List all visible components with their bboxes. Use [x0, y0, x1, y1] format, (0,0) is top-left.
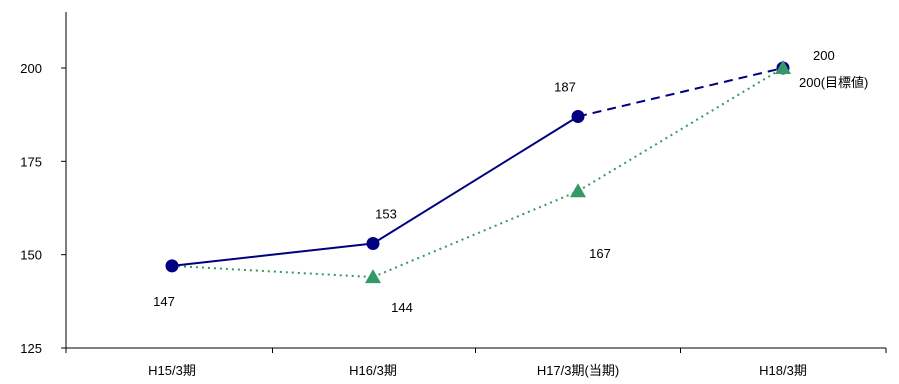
- series-1-point: [165, 259, 179, 273]
- series-layer: [165, 60, 791, 284]
- x-tick-label: H18/3期: [759, 363, 807, 378]
- x-axis-ticks: H15/3期 H16/3期 H17/3期(当期) H18/3期: [65, 348, 887, 378]
- y-tick-label: 150: [20, 248, 42, 263]
- series-1-point: [366, 236, 380, 250]
- series-1-line-segment: [372, 115, 579, 245]
- series-2-data-label: 144: [391, 300, 413, 315]
- series-2-point: [570, 183, 586, 198]
- series-2-data-label: 200(目標値): [799, 75, 868, 90]
- data-labels-layer: 147 153 187 200 144 167 200(目標値): [153, 48, 868, 315]
- series-1-line-segment: [171, 242, 374, 267]
- y-tick-label: 125: [20, 341, 42, 356]
- x-tick-label: H15/3期: [148, 363, 196, 378]
- series-1-data-label: 153: [375, 206, 397, 221]
- series-2-point: [775, 60, 791, 74]
- x-tick-label: H17/3期(当期): [537, 363, 619, 378]
- series-2-line-segment: [577, 67, 784, 193]
- series-1-data-label: 147: [153, 294, 175, 309]
- series-1-point: [571, 110, 585, 124]
- x-tick-label: H16/3期: [349, 363, 397, 378]
- series-2-data-label: 167: [589, 246, 611, 261]
- y-tick-label: 200: [20, 61, 42, 76]
- series-2-line-segment: [171, 264, 374, 279]
- series-1-data-label: 187: [554, 80, 576, 95]
- series-1-line-segment: [577, 67, 784, 118]
- series-1-data-label: 200: [813, 48, 835, 63]
- series-2-line-segment: [372, 190, 579, 278]
- series-2-point: [365, 269, 381, 284]
- y-axis-ticks: 125 150 175 200: [20, 61, 66, 356]
- y-tick-label: 175: [20, 154, 42, 169]
